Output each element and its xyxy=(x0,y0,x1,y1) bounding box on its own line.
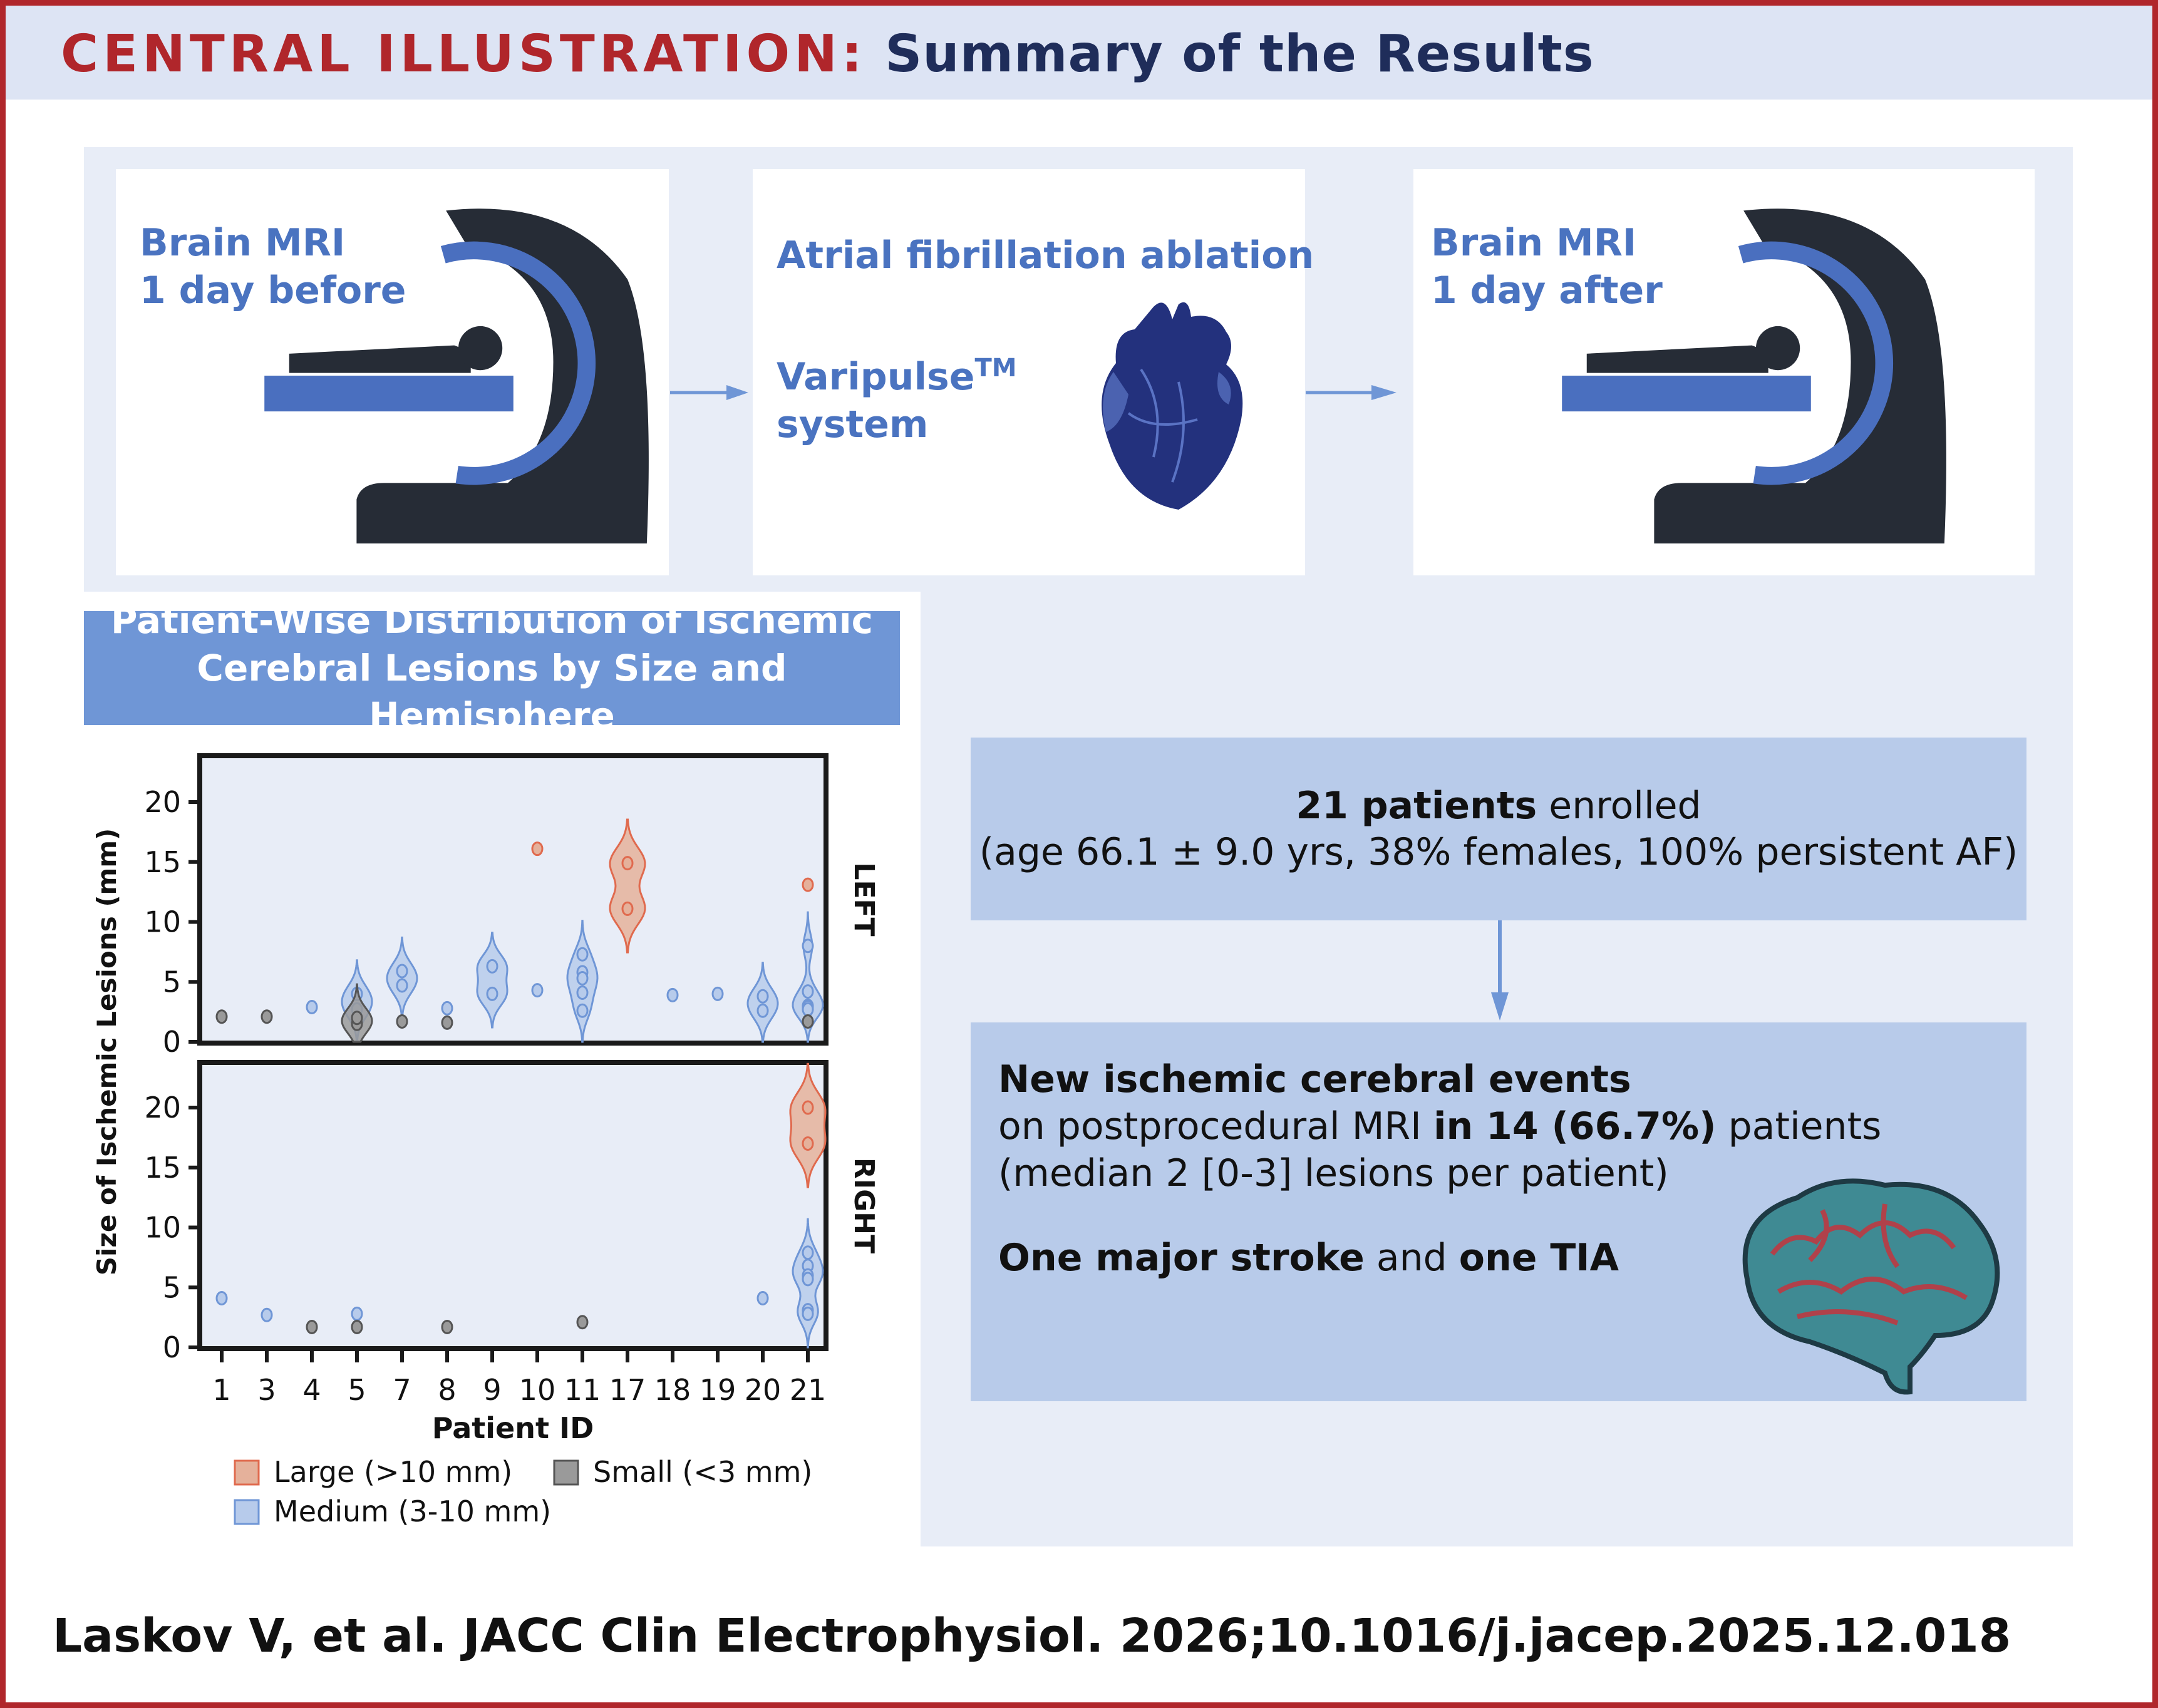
mri-before-line2: 1 day before xyxy=(140,269,406,312)
events-line1: New ischemic cerebral events xyxy=(998,1057,1631,1101)
mri-after-card: Brain MRI 1 day after xyxy=(1413,169,2035,575)
mri-after-line1: Brain MRI xyxy=(1431,221,1637,265)
header-title: Summary of the Results xyxy=(885,24,1594,84)
stroke-and: and xyxy=(1364,1236,1459,1280)
ablation-card: Atrial fibrillation ablation VaripulseTM… xyxy=(753,169,1314,575)
mri-after-title: Brain MRI 1 day after xyxy=(1431,219,1663,314)
mri-after-line2: 1 day after xyxy=(1431,269,1663,312)
arrow-right-icon xyxy=(670,385,748,400)
system-line2: system xyxy=(777,403,929,446)
page-title: CENTRAL ILLUSTRATION: Summary of the Res… xyxy=(61,24,1594,84)
outcomes-box: New ischemic cerebral events on postproc… xyxy=(971,1022,2026,1401)
system-name: VaripulseTM system xyxy=(777,344,1017,448)
mri-before-line1: Brain MRI xyxy=(140,221,346,265)
arrow-right-icon xyxy=(1306,385,1397,400)
chart-title-line2: Cerebral Lesions by Size and Hemisphere xyxy=(197,647,787,737)
header-label: CENTRAL ILLUSTRATION: xyxy=(61,24,867,84)
enrolled-count: 21 patients xyxy=(1296,784,1537,828)
tia-text: one TIA xyxy=(1458,1236,1619,1280)
enrollment-line: 21 patients enrolled xyxy=(971,783,2026,829)
trademark: TM xyxy=(974,354,1017,383)
demographics: (age 66.1 ± 9.0 yrs, 38% females, 100% p… xyxy=(979,830,2018,874)
mri-scanner-icon xyxy=(1562,208,1946,543)
system-line1: Varipulse xyxy=(777,355,975,399)
citation: Laskov V, et al. JACC Clin Electrophysio… xyxy=(53,1609,2011,1663)
outcomes-text: New ischemic cerebral events on postproc… xyxy=(998,1056,1881,1282)
brain-icon xyxy=(1742,1178,2000,1395)
mri-before-title: Brain MRI 1 day before xyxy=(140,219,406,314)
mri-before-card: Brain MRI 1 day before xyxy=(116,169,669,575)
events-count: in 14 (66.7%) xyxy=(1433,1104,1717,1148)
chart-title-line1: Patient-Wise Distribution of Ischemic xyxy=(110,599,873,642)
enrolled-text: enrolled xyxy=(1537,784,1701,828)
heart-icon xyxy=(1102,302,1243,510)
enrollment-box: 21 patients enrolled (age 66.1 ± 9.0 yrs… xyxy=(971,738,2026,920)
arrow-down-icon xyxy=(1491,920,1509,1021)
events-median: (median 2 [0-3] lesions per patient) xyxy=(998,1151,1669,1195)
stroke-text: One major stroke xyxy=(998,1236,1365,1280)
events-line2a: on postprocedural MRI xyxy=(998,1104,1433,1148)
chart-title: Patient-Wise Distribution of Ischemic Ce… xyxy=(84,599,900,737)
events-line2c: patients xyxy=(1716,1104,1882,1148)
ablation-title: Atrial fibrillation ablation xyxy=(777,234,1314,277)
header-bar: CENTRAL ILLUSTRATION: Summary of the Res… xyxy=(6,6,2152,100)
mri-scanner-icon xyxy=(264,208,649,543)
